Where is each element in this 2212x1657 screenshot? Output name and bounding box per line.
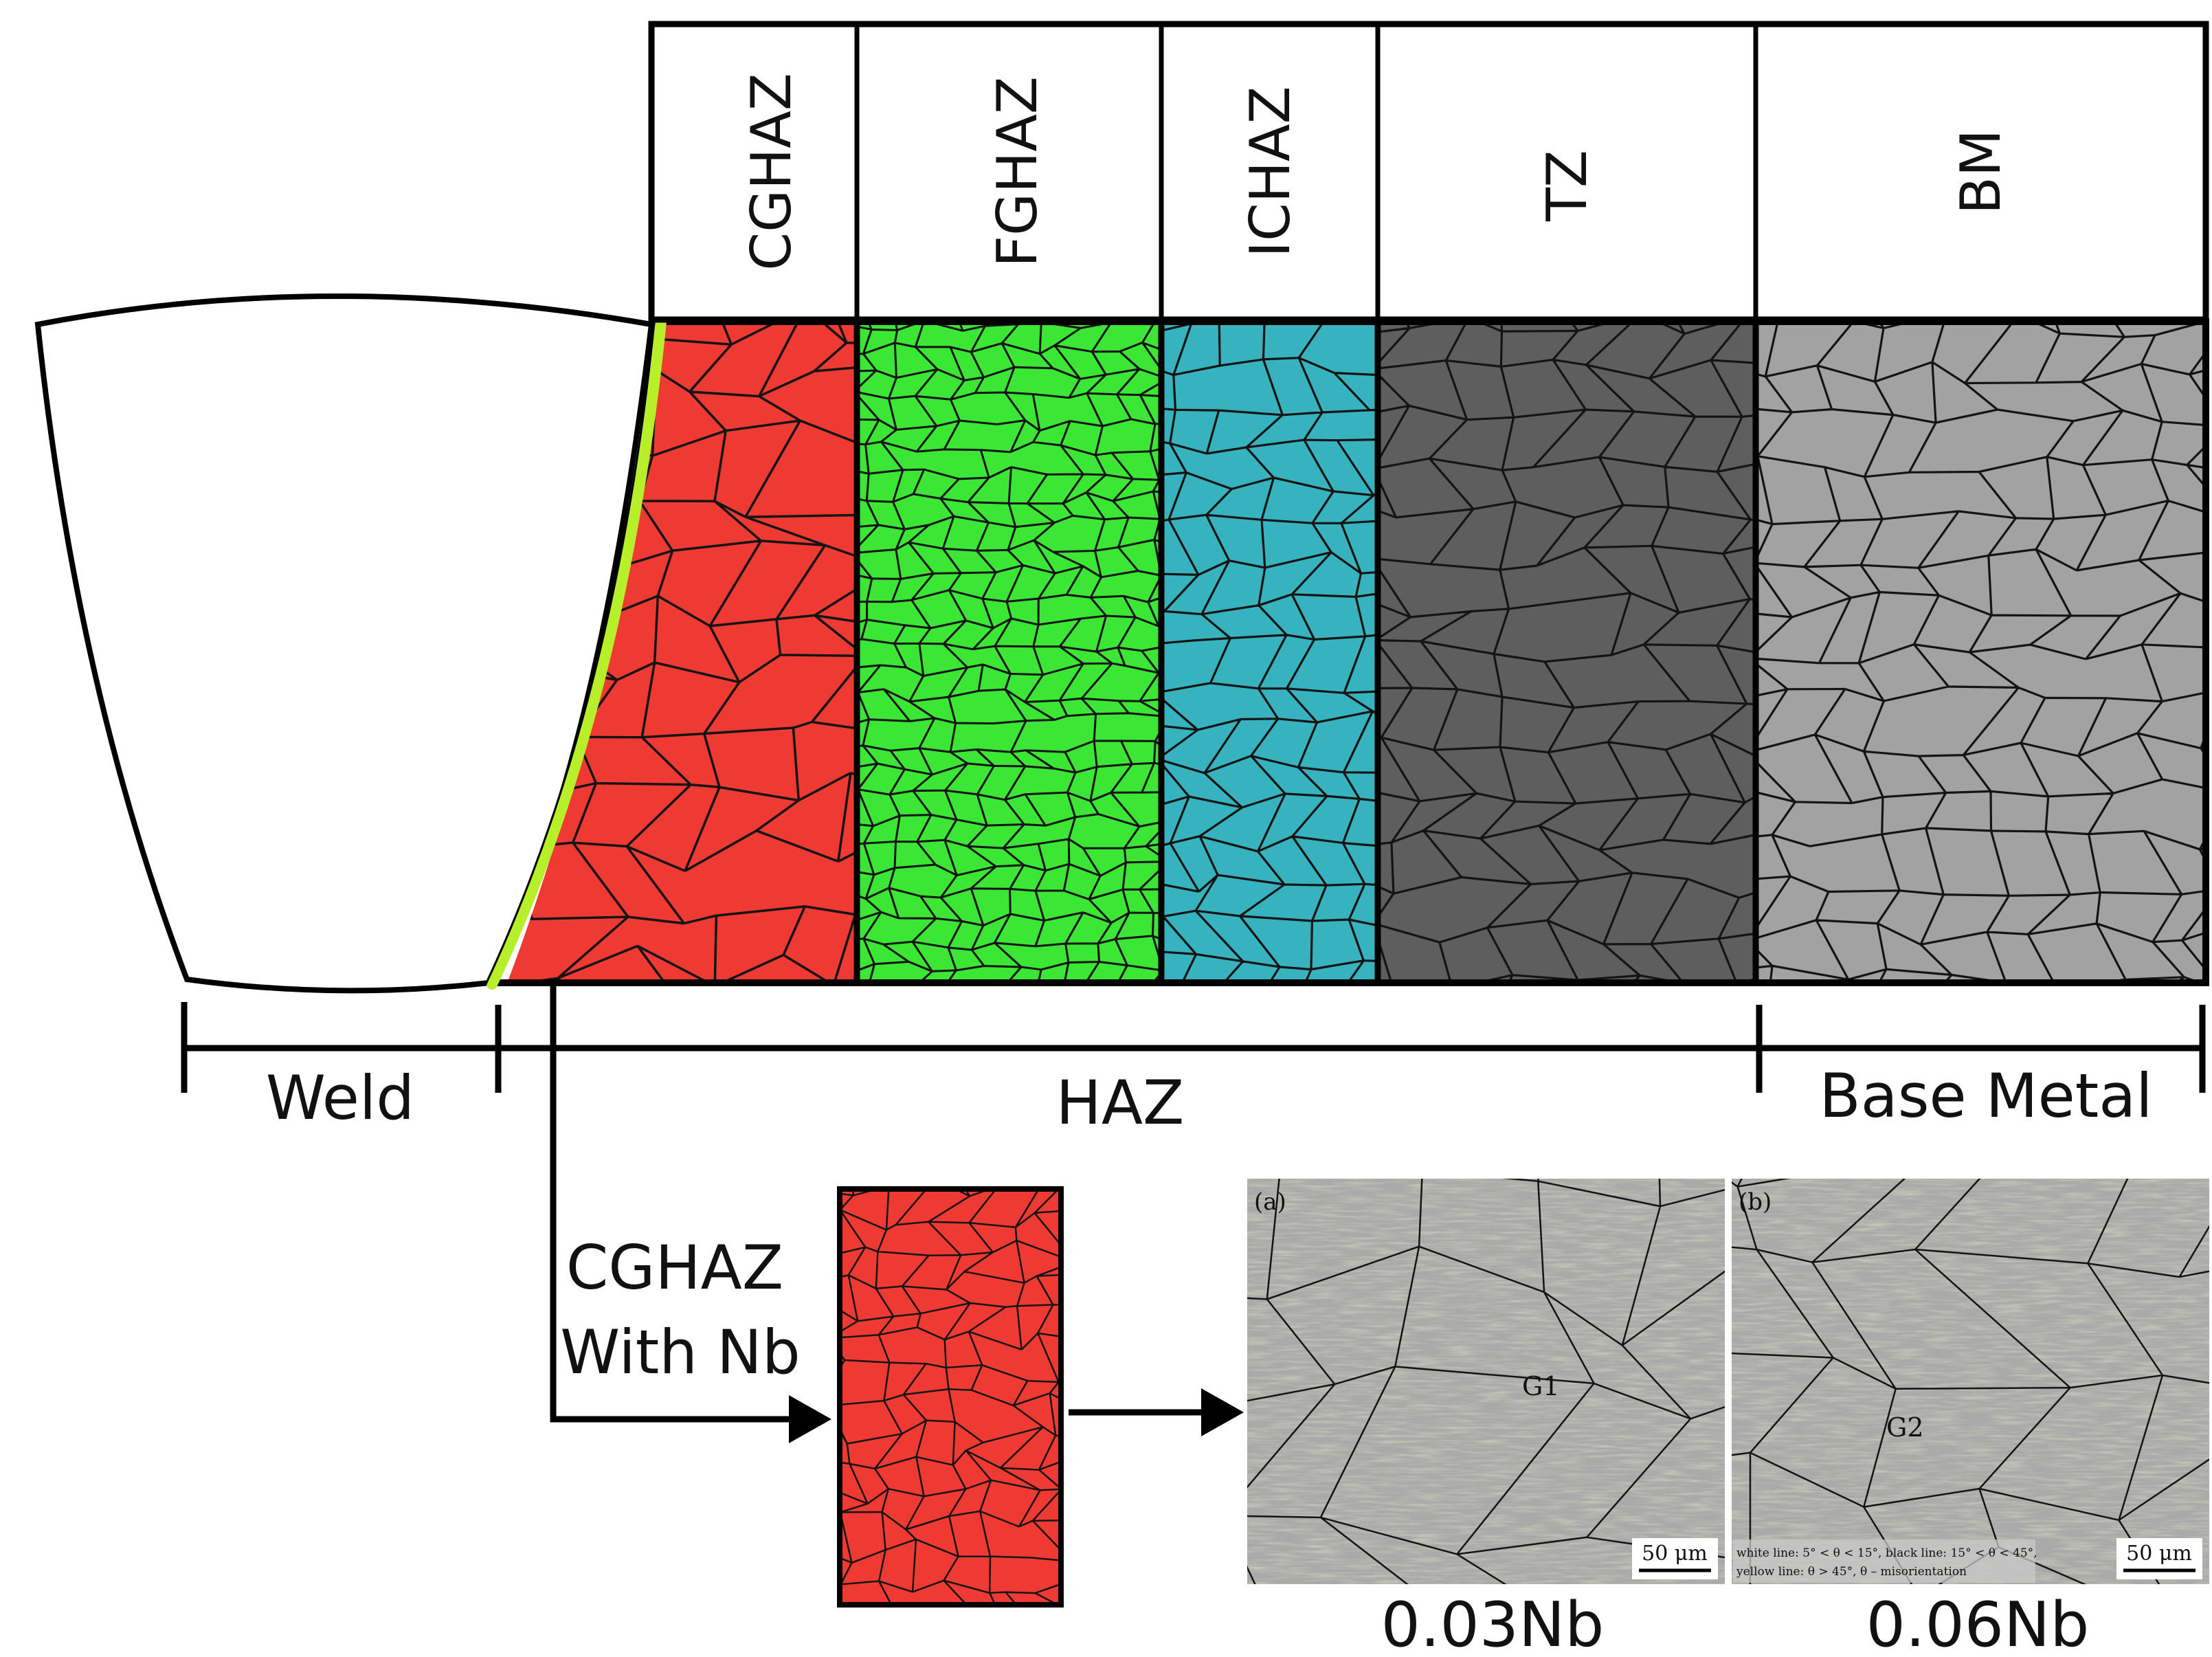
fghaz-grain-boundaries bbox=[859, 324, 1159, 979]
grain-boundary-path bbox=[840, 1189, 1061, 1605]
micrograph-b-legend-line2: yellow line: θ > 45°, θ – misorientation bbox=[1736, 1565, 1967, 1579]
zone-label-bm: BM bbox=[1949, 129, 2013, 214]
zone-label-ichaz: ICHAZ bbox=[1238, 86, 1302, 257]
grain-boundary-path bbox=[859, 324, 1159, 979]
region-base-metal-label: Base Metal bbox=[1819, 1060, 2152, 1131]
micrograph-a-scale-bar: 50 μm bbox=[1632, 1538, 1718, 1579]
cghaz-nb-grain-boundaries bbox=[840, 1189, 1061, 1605]
micrograph-b: (b) G2 white line: 5° < θ < 15°, black l… bbox=[1732, 1179, 2209, 1584]
micrograph-a: (a) G1 50 μm bbox=[1247, 1179, 1725, 1584]
zone-label-fghaz: FGHAZ bbox=[985, 76, 1049, 267]
region-weld-label: Weld bbox=[266, 1063, 414, 1133]
micrograph-a-grain-label: G1 bbox=[1522, 1371, 1560, 1401]
arrow-head-to-micrograph bbox=[1201, 1388, 1244, 1436]
zone-label-tz: TZ bbox=[1535, 150, 1599, 222]
bm-grain-boundaries bbox=[1757, 324, 2202, 979]
zone-header-table: CGHAZ FGHAZ ICHAZ TZ BM bbox=[648, 21, 2209, 323]
grain-boundary-path bbox=[1163, 324, 1376, 979]
zone-tz-fill bbox=[1379, 324, 1754, 979]
fusion-line bbox=[487, 316, 667, 990]
micrograph-b-grain-label: G2 bbox=[1886, 1412, 1924, 1443]
micrograph-a-caption: 0.03Nb bbox=[1381, 1589, 1605, 1657]
zone-cghaz-fill bbox=[509, 324, 856, 979]
grain-boundary-path bbox=[1757, 324, 2202, 979]
region-brackets bbox=[181, 984, 2206, 1423]
micrograph-b-legend-bg bbox=[1733, 1539, 2035, 1583]
grain-boundary-path bbox=[1247, 1179, 1725, 1584]
ichaz-grain-boundaries bbox=[1163, 324, 1376, 979]
callout-line2: With Nb bbox=[560, 1317, 800, 1388]
grain-boundary-path bbox=[1732, 1179, 2209, 1584]
micrograph-b-scale-text: 50 μm bbox=[2126, 1542, 2192, 1566]
callout-line1: CGHAZ bbox=[566, 1232, 783, 1303]
cghaz-nb-sample-frame bbox=[837, 1186, 1064, 1608]
tz-grain-boundaries bbox=[1379, 324, 1754, 979]
micrograph-a-scale-text: 50 μm bbox=[1642, 1542, 1708, 1566]
zone-label-cghaz: CGHAZ bbox=[739, 73, 803, 271]
micrograph-b-legend-line1: white line: 5° < θ < 15°, black line: 15… bbox=[1736, 1546, 2037, 1560]
micrograph-a-panel-label: (a) bbox=[1254, 1188, 1286, 1216]
region-haz-label: HAZ bbox=[1056, 1067, 1185, 1138]
micrograph-b-panel-label: (b) bbox=[1739, 1188, 1772, 1216]
zone-ichaz-fill bbox=[1163, 324, 1376, 979]
fusion-line-edge bbox=[484, 322, 656, 986]
grain-boundary-path bbox=[1379, 324, 1754, 979]
micrograph-b-scale-bar: 50 μm bbox=[2116, 1538, 2202, 1579]
zone-dividers bbox=[853, 318, 1759, 983]
micrograph-b-caption: 0.06Nb bbox=[1866, 1589, 2090, 1657]
arrow-head-to-sample bbox=[789, 1395, 831, 1443]
